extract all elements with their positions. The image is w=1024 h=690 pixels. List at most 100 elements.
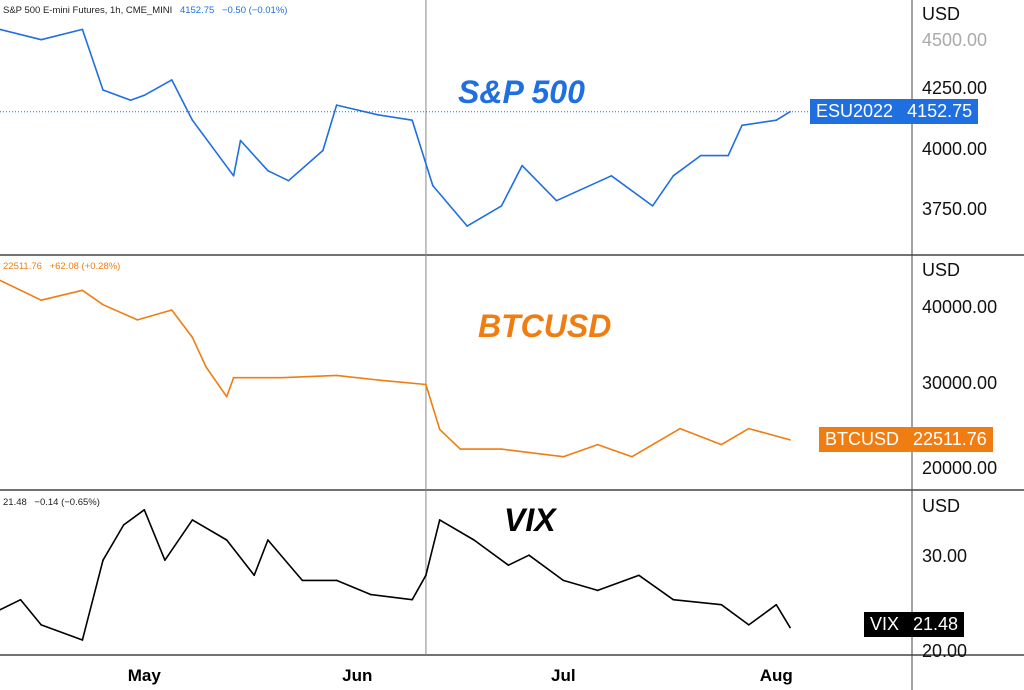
series-line-0 [0,28,791,227]
x-tick-label: May [127,666,161,685]
data-point [672,598,675,601]
data-point [232,376,235,379]
x-tick-label: Aug [759,666,793,685]
data-point [287,179,290,182]
data-point [679,427,681,430]
data-point [102,89,104,91]
data-point [596,443,599,446]
data-point [81,289,84,292]
data-point [40,624,43,626]
data-point [631,455,633,458]
data-point [555,199,558,202]
data-point [19,598,22,601]
data-point [0,28,1,31]
data-point [438,428,441,431]
series-line-1 [0,279,791,458]
data-point [741,124,743,127]
data-point [267,539,269,541]
data-point [301,579,304,582]
y-tick-label: 4250.00 [922,78,988,98]
data-point [370,593,372,596]
data-point [425,574,427,577]
sp500-change: −0.50 (−0.01%) [221,5,288,16]
data-point [322,149,324,152]
data-point [610,175,613,177]
data-point [205,366,207,368]
data-point [521,164,523,167]
sp500-tag-value: 4152.75 [907,101,973,121]
data-point [466,225,468,227]
data-point [170,309,173,311]
sp500-last-tag: ESU2022 4152.75 [810,99,979,124]
data-point [129,99,132,101]
vix-legend: 21.48 −0.14 (−0.65%) [3,497,105,508]
vix-last: 21.48 [3,497,27,508]
sp500-legend: S&P 500 E-mini Futures, 1h, CME_MINI 415… [3,5,292,16]
data-point [411,119,414,122]
data-point [720,603,723,606]
data-point [102,303,104,306]
data-point [748,624,750,626]
data-point [699,154,702,157]
y-tick-label: 4500.00 [922,30,988,50]
data-point [0,608,1,611]
data-point [748,427,750,430]
sp500-last: 4152.75 [179,5,215,16]
sp500-tag-name: ESU2022 [816,101,894,121]
data-point [122,524,125,526]
data-point [40,299,43,301]
btc-tag-name: BTCUSD [825,429,900,449]
data-point [596,589,599,592]
data-point [562,579,565,582]
y-tick-label: 4000.00 [922,139,988,159]
data-point [672,175,675,177]
data-point [425,383,427,386]
data-point [335,374,338,377]
btc-last: 22511.76 [3,261,42,272]
data-point [473,539,475,541]
data-point [438,519,441,521]
data-point [143,509,146,511]
data-point [651,205,654,207]
vix-axis-unit: USD [922,496,961,516]
data-point [191,519,194,521]
sp500-axis-unit: USD [922,4,961,24]
data-point [267,169,269,172]
data-point [335,579,338,582]
data-point [789,439,791,441]
vix-title: VIX [504,502,556,538]
data-point [164,559,166,561]
data-point [239,139,242,142]
btc-last-tag: BTCUSD 22511.76 [819,427,993,452]
data-point [727,154,730,157]
data-point [500,205,503,207]
y-tick-label: 40000.00 [922,297,998,317]
y-tick-label: 30.00 [922,546,968,566]
data-point [191,119,194,122]
data-point [638,574,640,577]
series-line-2 [0,508,791,641]
data-point [225,395,228,398]
y-tick-label: 3750.00 [922,199,988,219]
data-point [225,539,228,541]
vix-change: −0.14 (−0.65%) [34,497,100,508]
data-point [232,175,235,177]
data-point [102,559,104,561]
data-point [280,376,283,379]
data-point [143,94,146,97]
data-point [377,114,379,116]
data-point [789,626,791,629]
btc-change: +62.08 (+0.28%) [49,261,121,272]
x-tick-label: Jul [551,666,576,685]
data-point [40,38,43,41]
y-tick-label: 30000.00 [922,373,998,393]
sp500-title: S&P 500 [458,74,585,110]
data-point [136,319,139,321]
data-point [253,574,255,577]
sp500-symbol: S&P 500 E-mini Futures, 1h, CME_MINI [3,5,173,16]
btc-axis-unit: USD [922,260,961,280]
data-point [377,379,379,381]
btc-title: BTCUSD [478,308,612,344]
vix-tag-value: 21.48 [913,614,959,634]
